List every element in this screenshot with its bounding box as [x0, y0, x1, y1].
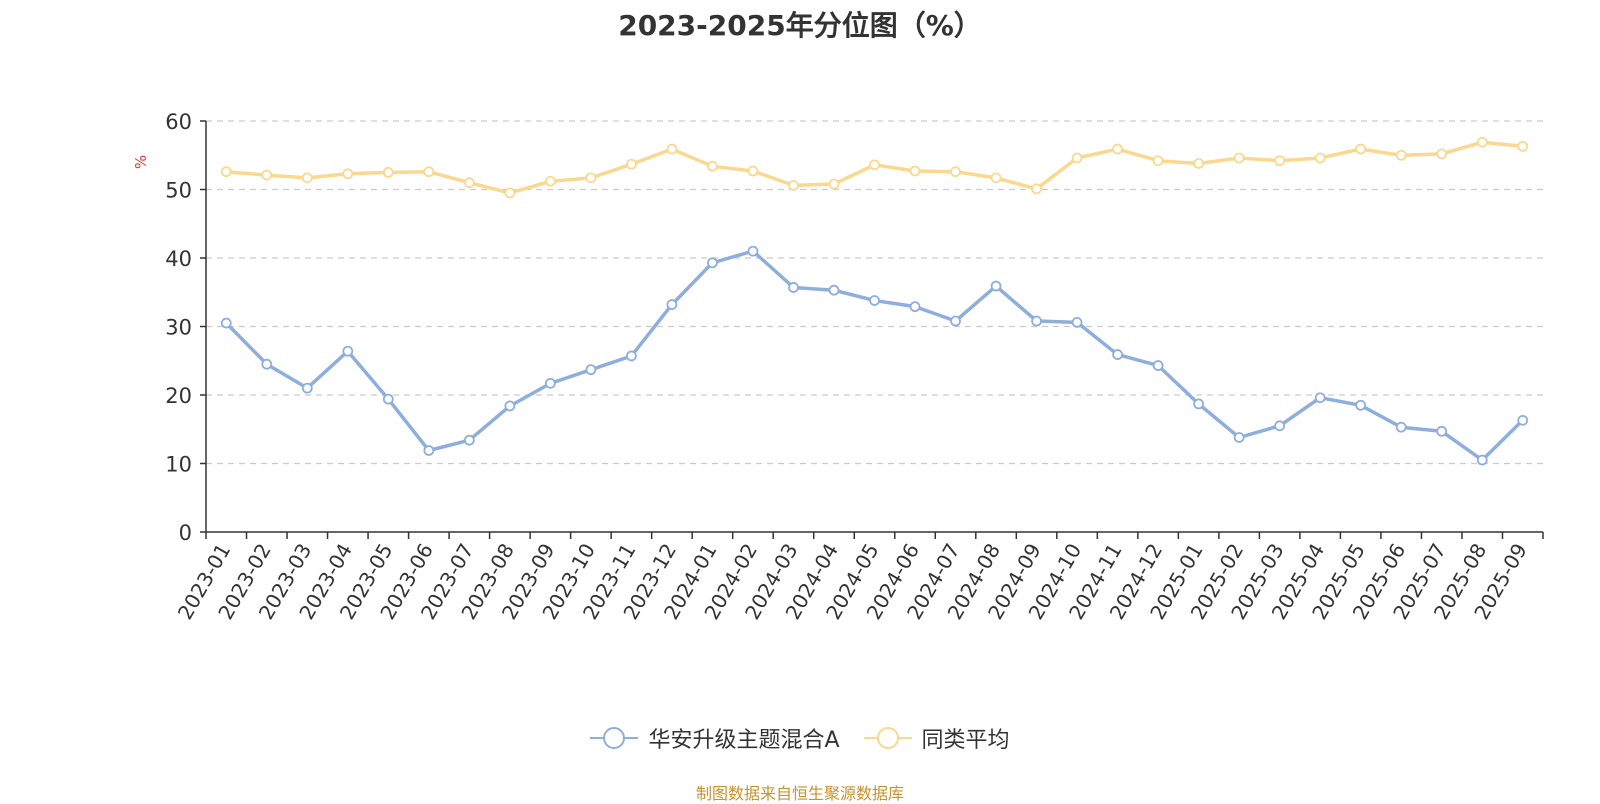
data-point-0: [1517, 414, 1529, 426]
data-point-0: [342, 345, 354, 357]
data-point-0: [1071, 316, 1083, 328]
data-point-1: [1193, 158, 1205, 169]
series-lines: [220, 136, 1529, 466]
data-point-0: [869, 295, 880, 306]
axes: 01020304050602023-012023-022023-032023-0…: [165, 110, 1544, 624]
legend-line-circle-icon: [863, 727, 912, 749]
data-point-1: [585, 172, 597, 184]
data-point-1: [1395, 149, 1407, 161]
data-point-0: [1436, 425, 1448, 437]
data-point-0: [504, 400, 516, 412]
data-point-1: [950, 166, 961, 178]
data-point-1: [1436, 148, 1448, 160]
y-tick-label: 30: [165, 316, 192, 340]
source-note: 制图数据来自恒生聚源数据库: [695, 784, 904, 803]
data-point-0: [707, 257, 718, 269]
data-point-1: [666, 143, 678, 155]
legend-item-average[interactable]: 同类平均: [863, 722, 1010, 754]
y-tick-label: 0: [179, 521, 192, 545]
data-point-1: [1031, 183, 1042, 195]
data-point-0: [747, 245, 759, 257]
data-point-0: [950, 315, 961, 327]
y-tick-label: 50: [165, 179, 192, 203]
data-point-0: [828, 284, 840, 296]
legend-item-fund[interactable]: 华安升级主题混合A: [590, 722, 840, 754]
data-point-1: [1112, 143, 1123, 155]
data-point-1: [1233, 152, 1245, 164]
data-point-1: [1355, 143, 1367, 155]
data-point-0: [788, 282, 799, 293]
data-point-1: [626, 158, 637, 170]
data-point-1: [990, 172, 1002, 184]
data-point-1: [463, 177, 475, 189]
legend-line-circle-icon: [590, 727, 639, 749]
data-point-1: [504, 187, 516, 199]
data-point-0: [1476, 454, 1488, 466]
data-point-0: [1233, 432, 1245, 443]
legend-label-average: 同类平均: [921, 728, 1010, 753]
data-point-1: [909, 165, 921, 177]
data-point-0: [585, 364, 597, 376]
data-point-0: [423, 445, 435, 456]
data-point-0: [1193, 398, 1205, 410]
y-axis-label: %: [132, 155, 150, 169]
data-point-0: [1355, 399, 1367, 411]
series-line-0: [225, 249, 1524, 462]
data-point-1: [1314, 152, 1326, 164]
data-point-0: [990, 280, 1002, 292]
data-point-1: [1476, 136, 1488, 148]
data-point-0: [261, 358, 273, 370]
data-point-1: [342, 168, 354, 180]
data-point-1: [788, 179, 799, 191]
data-point-0: [1031, 315, 1042, 327]
data-point-0: [1274, 420, 1286, 432]
data-point-1: [301, 172, 313, 184]
data-point-1: [1517, 140, 1529, 152]
data-point-1: [869, 159, 880, 171]
data-point-0: [463, 434, 475, 446]
data-point-1: [828, 178, 840, 190]
data-point-1: [1274, 155, 1286, 167]
data-point-0: [1395, 421, 1407, 433]
data-point-0: [544, 377, 556, 389]
data-point-0: [1112, 349, 1123, 360]
y-tick-label: 20: [165, 384, 192, 408]
data-point-1: [747, 165, 759, 177]
data-point-1: [382, 166, 394, 178]
y-tick-label: 60: [165, 110, 192, 134]
data-point-0: [220, 317, 232, 329]
legend-label-fund: 华安升级主题混合A: [648, 728, 840, 753]
data-point-0: [626, 350, 637, 362]
data-point-0: [301, 382, 313, 394]
chart-title: 2023-2025年分位图（%）: [618, 9, 982, 42]
data-point-0: [1314, 392, 1326, 404]
data-point-0: [666, 299, 678, 310]
data-point-1: [544, 175, 556, 187]
data-point-0: [382, 393, 394, 405]
data-point-1: [1071, 152, 1083, 164]
data-point-1: [220, 166, 232, 178]
y-tick-label: 10: [165, 453, 192, 477]
data-point-1: [707, 160, 718, 172]
data-point-0: [1152, 360, 1164, 371]
data-point-1: [1152, 155, 1164, 167]
data-point-0: [909, 301, 921, 313]
data-point-1: [261, 169, 273, 181]
legend: 华安升级主题混合A 同类平均: [0, 722, 1600, 754]
data-point-1: [423, 166, 435, 178]
y-tick-label: 40: [165, 247, 192, 271]
